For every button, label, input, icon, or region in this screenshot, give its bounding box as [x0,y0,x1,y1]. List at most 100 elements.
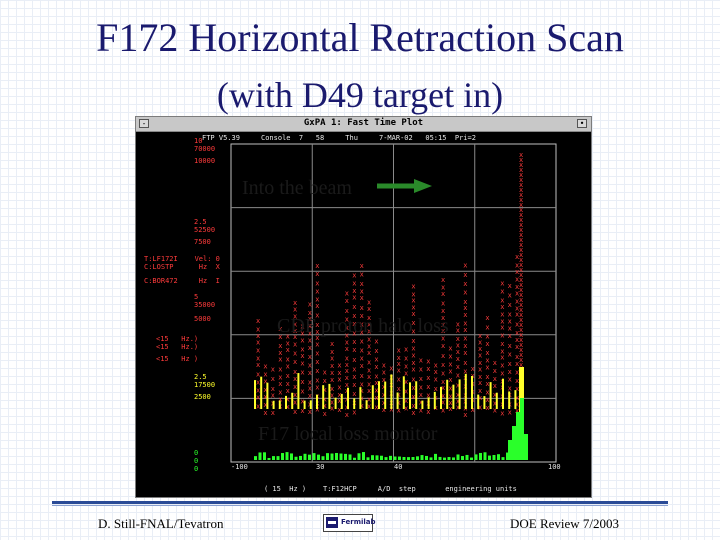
red-trace-mark: x [500,340,504,348]
yellow-trace-bar [452,384,455,409]
red-trace-mark: x [352,271,356,279]
red-trace-mark: x [256,403,260,411]
yellow-trace-bar [396,392,399,409]
red-trace-mark: x [315,288,319,296]
red-trace-mark: x [315,328,319,336]
red-trace-mark: x [286,403,290,411]
red-spike-mark: x [519,341,523,349]
red-trace-mark: x [293,375,297,383]
red-trace-mark: x [352,356,356,364]
window-maximize-button[interactable]: • [577,119,587,128]
green-trace-bar [447,457,451,460]
x-tick-2: 40 [394,463,403,471]
red-trace-mark: x [411,337,415,345]
red-spike-mark: x [519,176,523,184]
red-trace-mark: x [360,372,364,380]
green-trace-bar [362,452,365,460]
fast-time-plot[interactable]: xxxxxxxxxxxxxxxxxxxxxxxxxxxxxxxxxxxxxxxx… [136,117,591,497]
red-spike-mark: x [519,296,523,304]
yellow-trace-bar [260,376,263,409]
red-trace-mark: x [286,372,290,380]
red-trace-mark: x [515,360,519,368]
param-bor472[interactable]: C:BOR472 Hz I [144,277,220,285]
param-lostp[interactable]: C:LOSTP Hz X [144,263,220,271]
red-trace-mark: x [352,287,356,295]
red-spike-mark: x [519,351,523,359]
axis-red2-low: 7500 [194,238,211,246]
window-title: GxPA 1: Fast Time Plot [303,118,424,128]
red-trace-mark: x [419,391,423,399]
red-trace-mark: x [478,365,482,373]
red-trace-mark: x [441,352,445,360]
axis-red2-top: 2.5 [194,218,207,226]
yellow-trace-bar [477,394,480,409]
red-trace-mark: x [278,396,282,404]
red-trace-mark: x [441,370,445,378]
red-trace-mark: x [441,314,445,322]
red-spike-mark: x [519,186,523,194]
red-trace-mark: x [337,362,341,370]
red-spike-mark: x [519,206,523,214]
red-trace-mark: x [256,394,260,402]
red-trace-mark: x [271,365,275,373]
red-trace-mark: x [315,349,319,357]
param-lf172i[interactable]: T:LF172I Vel: 0 [144,255,220,263]
red-trace-mark: x [286,340,290,348]
red-trace-mark: x [286,332,290,340]
axis-yel-top: 5 [194,293,199,301]
red-trace-mark: x [345,367,349,375]
green-trace-bar [425,455,428,460]
red-trace-mark: x [360,387,364,395]
red-trace-mark: x [374,337,378,345]
red-trace-mark: x [315,341,319,349]
window-menu-button[interactable]: - [139,119,149,128]
red-trace-mark: x [485,364,489,372]
green-spike-bar [516,412,520,460]
red-trace-mark: x [500,287,504,295]
yellow-trace-bar [502,378,504,409]
yellow-trace-bar [371,385,374,409]
axis-red-top: 10 [194,137,203,145]
ftp-bottom-bar[interactable]: ( 15 Hz ) T:F12HCP A/D step engineering … [264,485,517,493]
red-trace-mark: x [478,352,482,360]
red-trace-mark: x [441,321,445,329]
red-trace-mark: x [441,392,445,400]
red-spike-mark: x [519,231,523,239]
red-spike-mark: x [519,181,523,189]
red-trace-mark: x [323,410,327,418]
red-trace-mark: x [256,355,260,363]
red-trace-mark: x [515,329,519,337]
red-spike-mark: x [519,331,523,339]
rate-3: <15 Hz ) [156,355,199,363]
axis-red2-mid: 52500 [194,226,216,234]
red-trace-mark: x [397,354,401,362]
green-trace-bar [258,452,262,460]
green-spike-bar [508,440,512,460]
red-trace-mark: x [345,387,349,395]
red-trace-mark: x [441,361,445,369]
red-trace-mark: x [367,403,371,411]
red-trace-mark: x [374,386,378,394]
red-spike-mark: x [519,161,523,169]
red-trace-mark: x [367,314,371,322]
red-trace-mark: x [463,342,467,350]
green-trace-bar [501,457,505,460]
window-titlebar[interactable]: - GxPA 1: Fast Time Plot • [136,117,591,132]
rate-2: <15 Hz.) [156,343,199,351]
green-trace-bar [353,457,356,460]
red-trace-mark: x [404,354,408,362]
red-trace-mark: x [485,380,489,388]
yellow-trace-bar [278,400,281,409]
plot-window[interactable]: - GxPA 1: Fast Time Plot • FTP V5.39 Con… [135,116,592,498]
footer-author: D. Still-FNAL/Tevatron [98,516,224,531]
green-trace-bar [366,457,370,460]
red-trace-mark: x [308,315,312,323]
red-trace-mark: x [360,262,364,270]
red-trace-mark: x [293,383,297,391]
red-trace-mark: x [426,374,430,382]
red-trace-mark: x [367,387,371,395]
red-trace-mark: x [404,346,408,354]
red-trace-mark: x [508,292,512,300]
red-trace-mark: x [463,262,467,270]
red-trace-mark: x [256,386,260,394]
